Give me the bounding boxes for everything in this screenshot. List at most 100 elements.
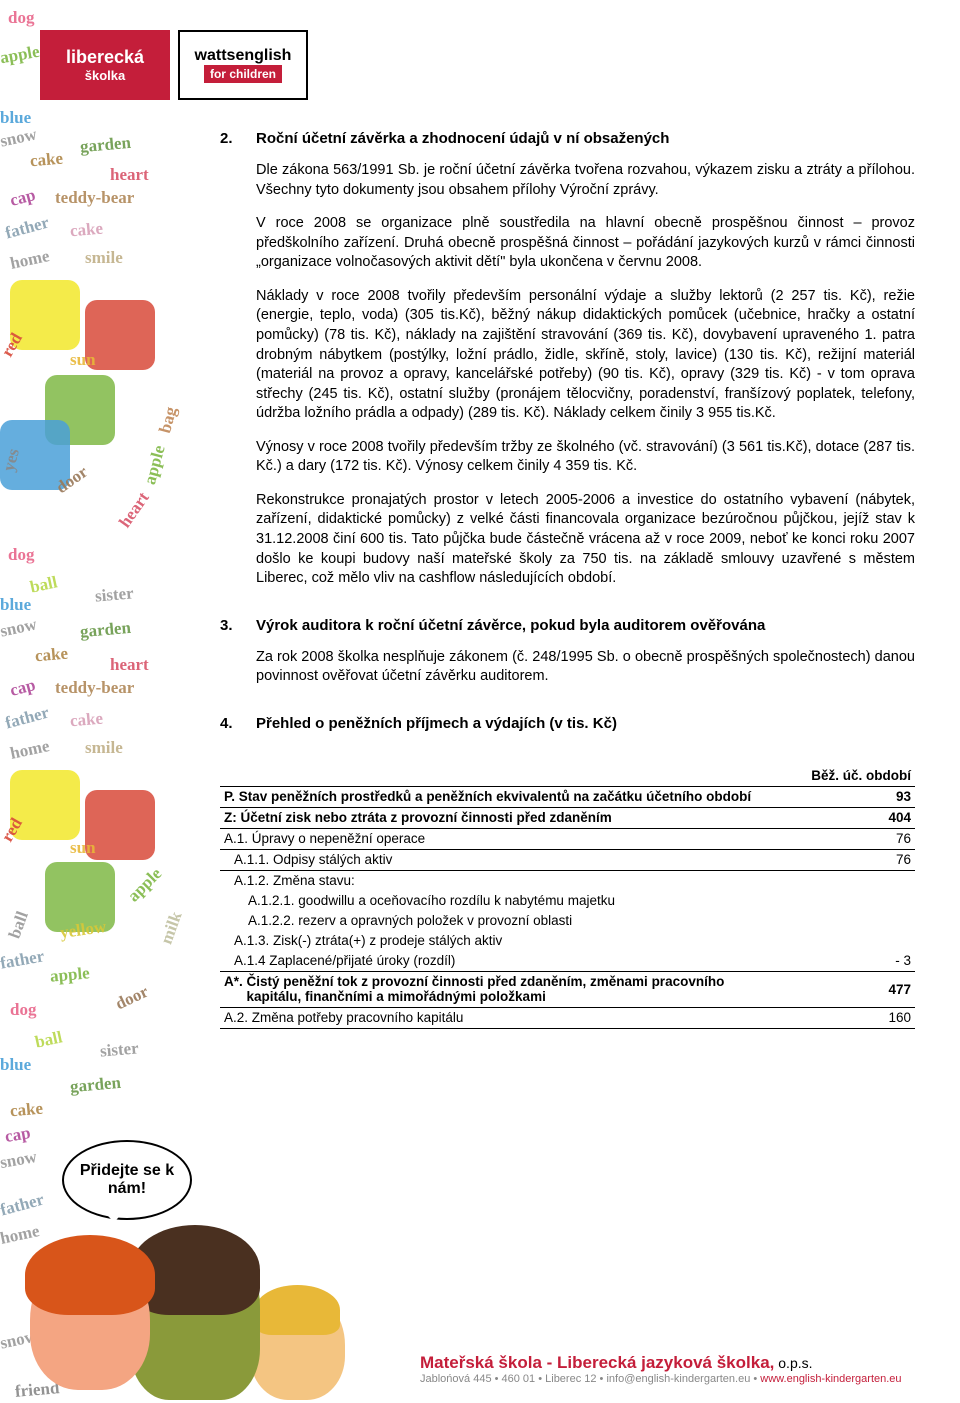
decorative-word: blue — [0, 595, 31, 615]
decorative-word: cake — [34, 644, 69, 667]
cashflow-table: Běž. úč. období P. Stav peněžních prostř… — [220, 766, 915, 1029]
row-value — [795, 891, 915, 911]
row-value: 93 — [795, 786, 915, 807]
decorative-word: sun — [70, 838, 96, 858]
decorative-word: home — [8, 246, 51, 274]
paragraph: Dle zákona 563/1991 Sb. je roční účetní … — [256, 161, 915, 200]
decorative-word: heart — [115, 488, 154, 531]
column-header: Běž. úč. období — [795, 766, 915, 787]
row-label: A.2. Změna potřeby pracovního kapitálu — [220, 1007, 795, 1028]
row-label: A.1.2.1. goodwillu a oceňovacího rozdílu… — [220, 891, 795, 911]
decorative-word: apple — [124, 864, 166, 906]
row-label: A.1.2. Změna stavu: — [220, 870, 795, 891]
paragraph: Náklady v roce 2008 tvořily především pe… — [256, 287, 915, 424]
decorative-word: cap — [8, 185, 38, 211]
paragraph: Za rok 2008 školka nesplňuje zákonem (č.… — [256, 648, 915, 687]
row-value: 76 — [795, 828, 915, 849]
decorative-word: father — [0, 946, 46, 973]
table-header: Běž. úč. období — [220, 766, 915, 787]
decorative-word: blue — [0, 1055, 31, 1075]
decorative-word: sister — [99, 1038, 139, 1061]
decorative-word: cake — [69, 219, 104, 242]
decorative-word: ball — [5, 909, 33, 942]
row-label: P. Stav peněžních prostředků a peněžních… — [220, 786, 795, 807]
bubble-text: Přidejte se k nám! — [64, 1162, 190, 1198]
decorative-word: door — [112, 982, 151, 1014]
decorative-word: smile — [85, 248, 123, 268]
row-value — [795, 931, 915, 951]
row-value: 76 — [795, 849, 915, 870]
speech-bubble: Přidejte se k nám! — [62, 1140, 192, 1220]
table-row: A.1.2. Změna stavu: — [220, 870, 915, 891]
table-row: A.1.2.2. rezerv a opravných položek v pr… — [220, 911, 915, 931]
section-heading: Výrok auditora k roční účetní závěrce, p… — [256, 617, 915, 634]
document-body: 2. Roční účetní závěrka a zhodnocení úda… — [220, 130, 915, 1029]
decorative-word: ball — [33, 1027, 64, 1052]
table-row: A.1.1. Odpisy stálých aktiv76 — [220, 849, 915, 870]
decorative-word: dog — [10, 1000, 36, 1020]
row-value: 404 — [795, 807, 915, 828]
decorative-word: father — [0, 1190, 46, 1221]
decorative-word: dog — [8, 8, 34, 28]
decorative-word: bag — [155, 405, 181, 436]
footer-ops: o.p.s. — [774, 1355, 812, 1371]
table-row: P. Stav peněžních prostředků a peněžních… — [220, 786, 915, 807]
row-value: 160 — [795, 1007, 915, 1028]
table-row: A.2. Změna potřeby pracovního kapitálu16… — [220, 1007, 915, 1028]
table-row: A.1.3. Zisk(-) ztráta(+) z prodeje stálý… — [220, 931, 915, 951]
footer-address: Jablońová 445 • 460 01 • Liberec 12 • in… — [420, 1373, 760, 1385]
decorative-word: heart — [110, 165, 149, 185]
decorative-word: garden — [69, 1073, 122, 1097]
decorative-word: apple — [0, 42, 41, 69]
section-heading: Přehled o peněžních příjmech a výdajích … — [256, 715, 915, 732]
wattsenglish-logo: wattsenglish for children — [178, 30, 308, 100]
row-label: A.1.3. Zisk(-) ztráta(+) z prodeje stálý… — [220, 931, 795, 951]
paragraph: Rekonstrukce pronajatých prostor v letec… — [256, 491, 915, 589]
decorative-word: cake — [69, 709, 104, 732]
decorative-word: apple — [49, 963, 90, 986]
table-row: A.1.2.1. goodwillu a oceňovacího rozdílu… — [220, 891, 915, 911]
decorative-word: ball — [28, 572, 59, 597]
footer-org-name: Mateřská škola - Liberecká jazyková škol… — [420, 1353, 774, 1372]
decorative-sidebar: dogapplebluesnowcakegardenheartcapteddy-… — [0, 0, 190, 1403]
decorative-word: teddy-bear — [55, 188, 134, 208]
decorative-word: dog — [8, 545, 34, 565]
section-number: 3. — [220, 617, 256, 701]
row-label: A*. Čistý peněžní tok z provozní činnost… — [220, 971, 795, 1007]
row-label: A.1.1. Odpisy stálých aktiv — [220, 849, 795, 870]
page-footer: Mateřská škola - Liberecká jazyková škol… — [420, 1353, 920, 1385]
row-label: A.1.2.2. rezerv a opravných položek v pr… — [220, 911, 795, 931]
decorative-word: teddy-bear — [55, 678, 134, 698]
row-value: - 3 — [795, 951, 915, 972]
section-number: 4. — [220, 715, 256, 746]
row-label: Z: Účetní zisk nebo ztráta z provozní či… — [220, 807, 795, 828]
decorative-word: garden — [79, 133, 132, 157]
decorative-word: smile — [85, 738, 123, 758]
header-logos: liberecká školka wattsenglish for childr… — [40, 30, 308, 100]
row-label: A.1.4 Zaplacené/přijaté úroky (rozdíl) — [220, 951, 795, 972]
decorative-word: milk — [156, 909, 186, 947]
section-4: 4. Přehled o peněžních příjmech a výdají… — [220, 715, 915, 746]
paragraph: Výnosy v roce 2008 tvořily především trž… — [256, 438, 915, 477]
decorative-word: home — [8, 736, 51, 764]
paragraph: V roce 2008 se organizace plně soustředi… — [256, 214, 915, 273]
decorative-word: cap — [3, 1123, 32, 1147]
decorative-word: snow — [0, 124, 39, 151]
section-3: 3. Výrok auditora k roční účetní závěrce… — [220, 617, 915, 701]
table-row: A*. Čistý peněžní tok z provozní činnost… — [220, 971, 915, 1007]
decorative-word: garden — [79, 618, 132, 642]
decorative-word: father — [3, 213, 51, 244]
decorative-word: sun — [70, 350, 96, 370]
table-row: A.1.4 Zaplacené/přijaté úroky (rozdíl)- … — [220, 951, 915, 972]
decorative-word: apple — [140, 443, 170, 487]
footer-link: www.english-kindergarten.eu — [760, 1373, 901, 1385]
decorative-word: sister — [94, 583, 134, 606]
section-heading: Roční účetní závěrka a zhodnocení údajů … — [256, 130, 915, 147]
decorative-word: snow — [0, 614, 39, 641]
table-row: Z: Účetní zisk nebo ztráta z provozní či… — [220, 807, 915, 828]
children-illustration — [30, 1230, 350, 1390]
decorative-word: cake — [9, 1099, 44, 1122]
decorative-word: cake — [29, 149, 64, 172]
row-value — [795, 911, 915, 931]
row-value — [795, 870, 915, 891]
